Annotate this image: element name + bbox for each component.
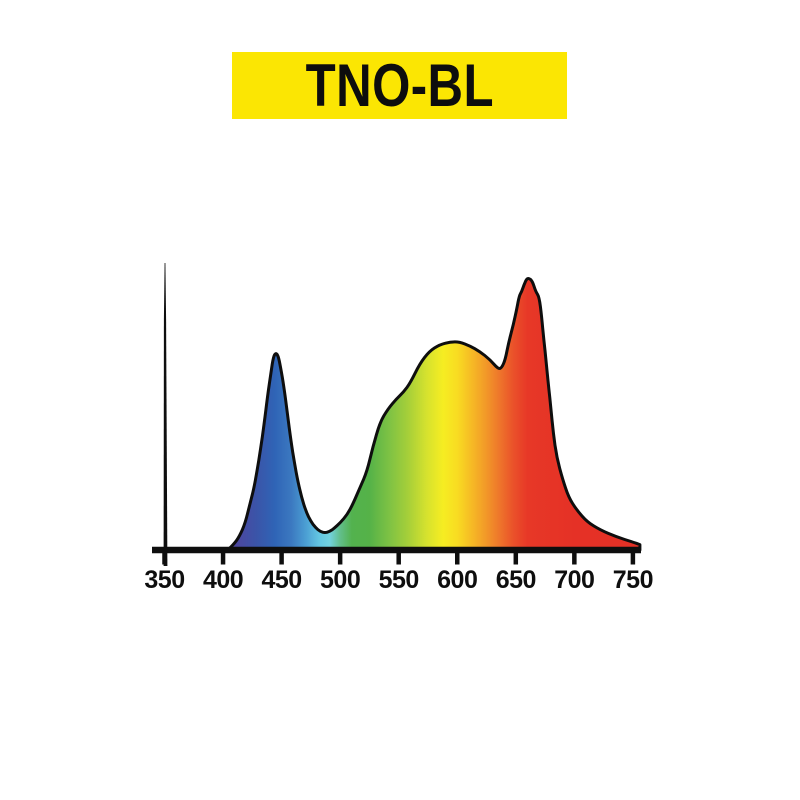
x-axis-tick-label: 750 — [612, 566, 654, 594]
x-axis-tick-label: 450 — [261, 566, 302, 594]
spectrum-curve — [226, 276, 642, 552]
x-axis-tick-label: 350 — [144, 566, 185, 594]
axes — [152, 263, 641, 566]
y-axis-line — [163, 263, 168, 566]
x-axis-tick-label: 700 — [554, 566, 595, 594]
title-banner: TNO-BL — [232, 52, 567, 119]
spectrum-plot-svg — [152, 263, 642, 566]
chart-title: TNO-BL — [305, 51, 494, 119]
x-axis-tick-label: 400 — [202, 566, 244, 594]
x-axis-tick-label: 650 — [495, 566, 537, 594]
x-axis-tick-label: 500 — [320, 566, 361, 594]
x-axis-tick-label: 550 — [378, 566, 420, 594]
x-axis-tick-label: 600 — [437, 566, 478, 594]
spectrum-chart: 350 400 450 500 550 600 650 700 750 — [140, 250, 660, 600]
